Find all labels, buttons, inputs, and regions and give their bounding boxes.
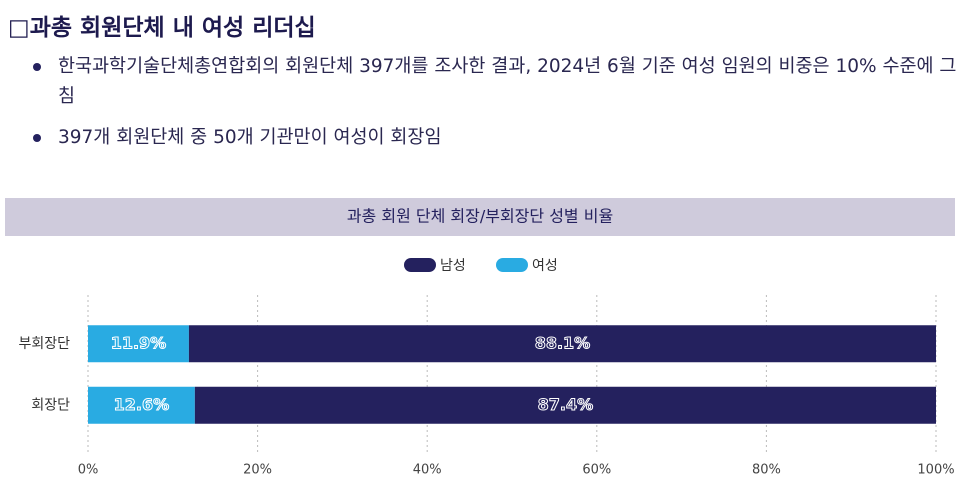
x-tick-label: 20% [243,463,272,478]
y-tick-label: 회장단 [31,397,70,413]
chart-title: 과총 회원 단체 회장/부회장단 성별 비율 [347,207,613,226]
bar-segment [88,386,195,424]
value-label: 11.9% [111,333,167,352]
x-tick-label: 40% [413,463,442,478]
bar-segment [88,325,189,363]
chart: 과총 회원 단체 회장/부회장단 성별 비율 남성 여성 0% 20% 40% 60% 80… [5,198,955,478]
value-label: 88.1% [535,333,591,352]
bullet: 한국과학기술단체총연합회의 회원단체 397개를 조사한 결과, 2024년 6… [30,52,960,112]
value-label: 87.4% [538,395,594,414]
x-tick-label: 80% [752,463,781,478]
x-tick-label: 100% [917,463,954,478]
chart-title-band [5,198,955,236]
bullet-list: 한국과학기술단체총연합회의 회원단체 397개를 조사한 결과, 2024년 6… [30,52,960,164]
page-title: □과총 회원단체 내 여성 리더십 [8,15,316,41]
legend-swatch [404,258,436,272]
legend-label: 남성 [440,258,466,274]
x-tick-label: 60% [582,463,611,478]
bar-segment [194,386,936,424]
x-tick-label: 0% [78,463,99,478]
bullet: 397개 회원단체 중 50개 기관만이 여성이 회장임 [30,123,960,153]
legend-swatch [496,258,528,272]
y-tick-label: 부회장단 [18,336,70,352]
legend-label: 여성 [532,258,558,274]
bar-segment [188,325,937,363]
value-label: 12.6% [114,395,170,414]
